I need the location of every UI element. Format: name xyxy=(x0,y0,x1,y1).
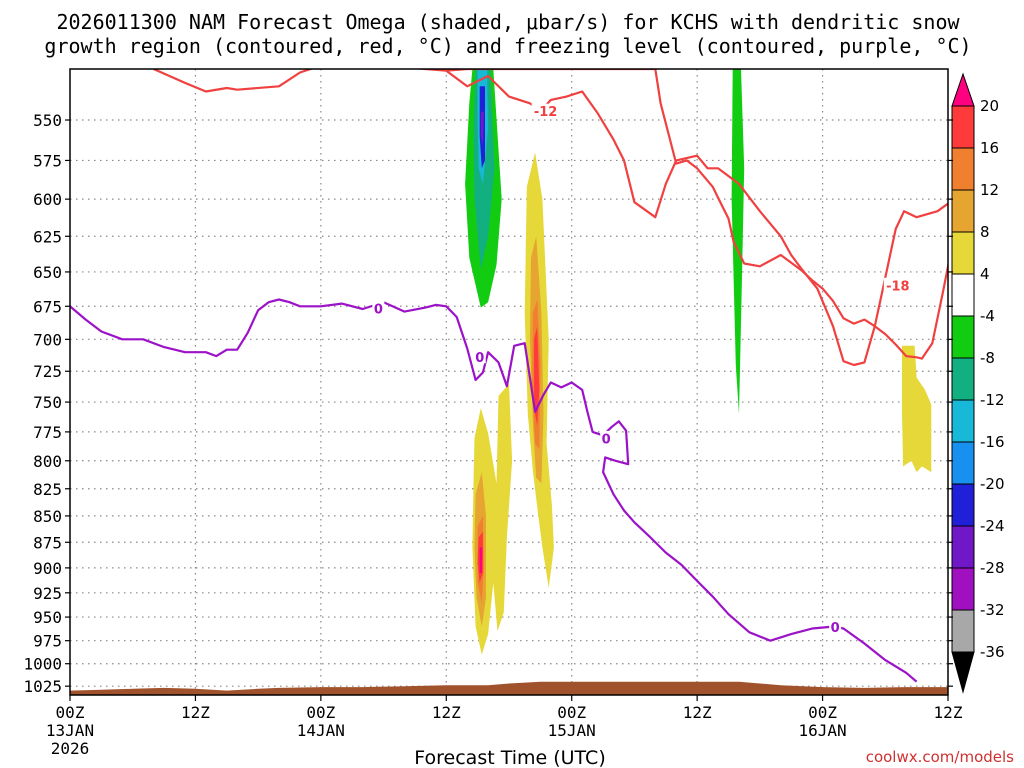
x-tick-label-3: 12Z xyxy=(432,703,461,722)
colorbar-label-12: -32 xyxy=(980,601,1005,619)
colorbar-segment-1 xyxy=(951,105,975,149)
y-tick-label-9: 775 xyxy=(33,423,62,442)
y-tick-label-14: 900 xyxy=(33,559,62,578)
y-tick-label-16: 950 xyxy=(33,608,62,627)
colorbar-label-7: -12 xyxy=(980,391,1005,409)
x-tick-label-6: 00Z xyxy=(808,703,837,722)
contour-line-1 xyxy=(153,69,948,367)
colorbar-segment-3 xyxy=(951,189,975,233)
colorbar-segment-5 xyxy=(951,273,975,317)
x-date-label-0: 13JAN xyxy=(46,721,94,740)
x-tick-label-0: 00Z xyxy=(56,703,85,722)
contour-label-bg-2 xyxy=(600,430,613,445)
terrain-fill xyxy=(70,681,948,695)
y-tick-label-0: 550 xyxy=(33,111,62,130)
omega-neg-b xyxy=(731,69,745,415)
colorbar-segment-8 xyxy=(951,399,975,443)
colorbar-segment-13 xyxy=(951,609,975,653)
colorbar-label-3: 8 xyxy=(980,223,990,241)
y-tick-label-18: 1000 xyxy=(23,655,62,674)
y-tick-label-12: 850 xyxy=(33,507,62,526)
plot-frame xyxy=(69,68,949,696)
y-tick-label-5: 675 xyxy=(33,297,62,316)
colorbar-label-11: -28 xyxy=(980,559,1005,577)
plot-inner: 0 0 0 0 -12 -18 xyxy=(70,69,948,695)
axes: 550 575 600 625 650 675 700 725 750 775 800 825 850 8… xyxy=(23,68,963,758)
colorbar-label-8: -16 xyxy=(980,433,1005,451)
omega-pos-a-max xyxy=(479,547,483,573)
y-tick-label-17: 975 xyxy=(33,632,62,651)
y-tick-label-2: 600 xyxy=(33,190,62,209)
colorbar-bottom-arrow xyxy=(951,651,975,694)
colorbar-segment-12 xyxy=(951,567,975,611)
colorbar-label-4: 4 xyxy=(980,265,990,283)
colorbar-segment-9 xyxy=(951,441,975,485)
x-date-label-6: 16JAN xyxy=(798,721,846,740)
y-tick-label-11: 825 xyxy=(33,480,62,499)
y-tick-label-15: 925 xyxy=(33,584,62,603)
colorbar-segment-11 xyxy=(951,525,975,569)
y-tick-label-1: 575 xyxy=(33,151,62,170)
y-tick-label-19: 1025 xyxy=(23,677,62,696)
contour-label-0: 0 xyxy=(374,302,383,317)
contour-label-bg-1 xyxy=(473,349,486,364)
colorbar-segment-4 xyxy=(951,231,975,275)
x-date-label-2: 14JAN xyxy=(297,721,345,740)
contour-label-1: 0 xyxy=(475,351,484,366)
colorbar-label-6: -8 xyxy=(980,349,995,367)
contour-label-4: -12 xyxy=(534,105,558,120)
x-tick-label-5: 12Z xyxy=(683,703,712,722)
contour-line-2 xyxy=(446,69,948,360)
y-tick-label-3: 625 xyxy=(33,227,62,246)
colorbar-top-arrow xyxy=(951,72,975,107)
colorbar-label-2: 12 xyxy=(980,181,999,199)
x-tick-label-7: 12Z xyxy=(934,703,963,722)
contour-label-bg-3 xyxy=(829,619,842,634)
colorbar-segment-2 xyxy=(951,147,975,191)
colorbar-label-0: 20 xyxy=(980,97,999,115)
contour-label-bg-0 xyxy=(372,300,385,315)
y-tick-label-4: 650 xyxy=(33,263,62,282)
x-tick-label-4: 00Z xyxy=(557,703,586,722)
x-date-label-4: 15JAN xyxy=(548,721,596,740)
credit-text: coolwx.com/models xyxy=(866,748,1014,766)
colorbar-label-13: -36 xyxy=(980,643,1005,661)
contour-label-2: 0 xyxy=(602,432,611,447)
colorbar-segment-7 xyxy=(951,357,975,401)
contour-label-bg-4 xyxy=(531,103,560,118)
y-tick-label-13: 875 xyxy=(33,533,62,552)
contour-label-bg-5 xyxy=(883,277,912,292)
y-tick-label-8: 750 xyxy=(33,393,62,412)
chart-title-line1: 2026011300 NAM Forecast Omega (shaded, μ… xyxy=(56,10,960,34)
omega-pos-b-core xyxy=(534,326,540,426)
x-axis-title: Forecast Time (UTC) xyxy=(414,747,605,768)
colorbar-label-9: -20 xyxy=(980,475,1005,493)
x-tick-label-1: 12Z xyxy=(181,703,210,722)
y-tick-label-7: 725 xyxy=(33,362,62,381)
x-year-label-0: 2026 xyxy=(51,739,90,758)
omega-pos-c-lower xyxy=(902,345,932,473)
y-tick-label-10: 800 xyxy=(33,452,62,471)
colorbar-label-5: -4 xyxy=(980,307,995,325)
contour-label-3: 0 xyxy=(831,621,840,636)
colorbar-label-10: -24 xyxy=(980,517,1005,535)
colorbar-segment-6 xyxy=(951,315,975,359)
colorbar-segment-10 xyxy=(951,483,975,527)
omega-neg-a-max xyxy=(480,111,484,145)
plot-area: 0 0 0 0 -12 -18 xyxy=(70,69,948,695)
colorbar-label-1: 16 xyxy=(980,139,999,157)
chart-title-line2: growth region (contoured, red, °C) and f… xyxy=(44,34,971,58)
colorbar: 20 16 12 8 4 -4 -8 -12 -16 -20 -24 -28 -32 -36 xyxy=(951,72,1005,694)
x-tick-label-2: 00Z xyxy=(306,703,335,722)
contour-line-0 xyxy=(70,298,918,683)
contour-label-5: -18 xyxy=(886,279,910,294)
y-tick-label-6: 700 xyxy=(33,330,62,349)
